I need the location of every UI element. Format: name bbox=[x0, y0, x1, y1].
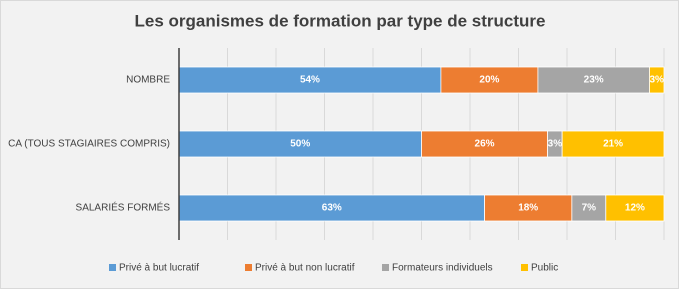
bar-segment bbox=[421, 130, 548, 158]
bar-segment bbox=[440, 66, 539, 94]
bar-segment bbox=[571, 194, 607, 222]
data-label: 26% bbox=[475, 139, 495, 150]
chart-title: Les organismes de formation par type de … bbox=[135, 11, 546, 30]
data-label: 63% bbox=[322, 203, 342, 214]
data-label: 54% bbox=[300, 75, 320, 86]
bar-segment bbox=[537, 66, 650, 94]
legend-swatch bbox=[245, 264, 252, 271]
data-label: 18% bbox=[518, 203, 538, 214]
legend-label: Privé à but non lucratif bbox=[255, 263, 355, 274]
legend-swatch bbox=[382, 264, 389, 271]
bar-segment bbox=[484, 194, 573, 222]
bar-segment bbox=[178, 194, 485, 222]
data-label: 23% bbox=[584, 75, 604, 86]
data-label: 3% bbox=[649, 75, 664, 86]
y-tick-label: SALARIÉS FORMÉS bbox=[76, 201, 171, 214]
y-tick-label: CA (TOUS STAGIAIRES COMPRIS) bbox=[8, 139, 170, 150]
data-label: 50% bbox=[290, 139, 310, 150]
y-tick-label: NOMBRE bbox=[126, 75, 170, 86]
legend-swatch bbox=[521, 264, 528, 271]
data-label: 12% bbox=[625, 203, 645, 214]
legend-label: Privé à but lucratif bbox=[119, 263, 199, 274]
legend-label: Public bbox=[531, 263, 558, 274]
data-label: 3% bbox=[548, 139, 563, 150]
legend-swatch bbox=[109, 264, 116, 271]
data-label: 7% bbox=[582, 203, 597, 214]
bar-segment bbox=[561, 130, 665, 158]
legend-label: Formateurs individuels bbox=[392, 263, 493, 274]
bar-segment bbox=[605, 194, 665, 222]
bar-segment bbox=[649, 66, 665, 94]
data-label: 20% bbox=[479, 75, 499, 86]
data-label: 21% bbox=[603, 139, 623, 150]
